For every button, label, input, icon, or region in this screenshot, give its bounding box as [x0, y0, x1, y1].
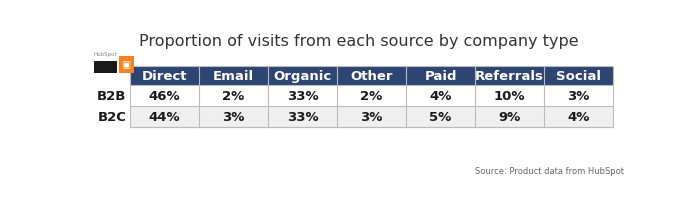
Bar [130, 86, 613, 106]
Bar [94, 61, 117, 73]
Text: HubSpot: HubSpot [94, 52, 117, 57]
Text: B2C: B2C [97, 110, 126, 123]
Bar [130, 67, 613, 86]
Text: 33%: 33% [287, 110, 318, 123]
Text: 44%: 44% [149, 110, 181, 123]
Text: Email: Email [213, 70, 254, 83]
Text: 4%: 4% [567, 110, 589, 123]
Text: 10%: 10% [494, 90, 525, 103]
Text: 2%: 2% [360, 90, 383, 103]
Text: Direct: Direct [142, 70, 188, 83]
Text: Paid: Paid [424, 70, 457, 83]
Text: Source: Product data from HubSpot: Source: Product data from HubSpot [475, 166, 624, 175]
Text: ▣: ▣ [122, 59, 131, 69]
Text: Organic: Organic [274, 70, 332, 83]
Bar [118, 57, 134, 73]
Text: Other: Other [350, 70, 393, 83]
Text: 9%: 9% [498, 110, 521, 123]
Text: 4%: 4% [429, 90, 452, 103]
Text: 3%: 3% [567, 90, 589, 103]
Text: Proportion of visits from each source by company type: Proportion of visits from each source by… [139, 34, 579, 49]
Text: 46%: 46% [149, 90, 181, 103]
Text: Referrals: Referrals [475, 70, 544, 83]
Text: 5%: 5% [429, 110, 452, 123]
Bar [130, 67, 613, 127]
Text: Social: Social [556, 70, 601, 83]
Text: 3%: 3% [223, 110, 245, 123]
Text: 3%: 3% [360, 110, 383, 123]
Text: 33%: 33% [287, 90, 318, 103]
Text: 2%: 2% [223, 90, 245, 103]
Bar [130, 106, 613, 127]
Text: B2B: B2B [97, 90, 126, 103]
